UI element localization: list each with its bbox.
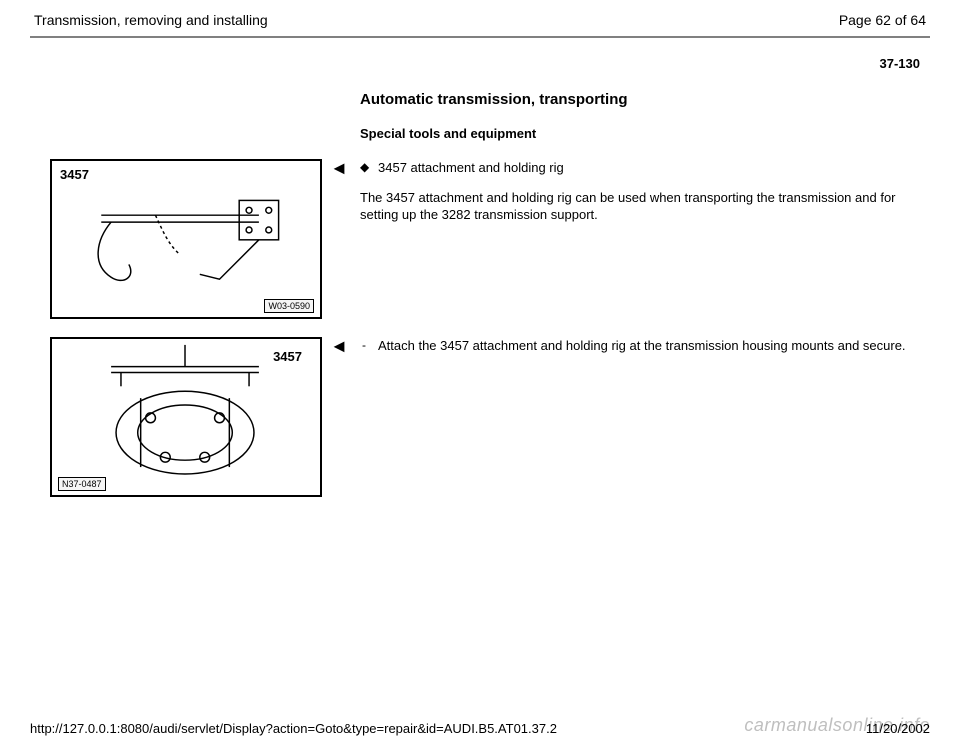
- page-header: Transmission, removing and installing Pa…: [30, 12, 930, 34]
- bullet-mark: ◆: [360, 159, 378, 176]
- page-root: Transmission, removing and installing Pa…: [0, 0, 960, 742]
- figure-1-sketch: [52, 161, 320, 319]
- arrow-icon: ◄: [322, 159, 352, 177]
- page-reference: 37-130: [30, 56, 930, 71]
- header-divider: [30, 36, 930, 38]
- arrow-icon: ◄: [322, 337, 352, 355]
- bullet-row-1: ◆ 3457 attachment and holding rig: [360, 159, 910, 177]
- bullet-text: 3457 attachment and holding rig: [378, 159, 910, 177]
- section-title: Automatic transmission, transporting: [360, 91, 930, 108]
- figure-1-code: W03-0590: [264, 299, 314, 313]
- doc-title: Transmission, removing and installing: [34, 12, 268, 28]
- subsection-title: Special tools and equipment: [360, 126, 930, 141]
- content-block-1: 3457 W03-0590 ◄: [30, 159, 930, 319]
- figure-2-code: N37-0487: [58, 477, 106, 491]
- figure-2-sketch: [52, 339, 320, 497]
- figure-2: 3457 N37-0487: [50, 337, 322, 497]
- page-number: Page 62 of 64: [839, 12, 926, 28]
- bullet-text-2: Attach the 3457 attachment and holding r…: [378, 337, 910, 355]
- dash-mark: -: [360, 337, 378, 354]
- page-footer: http://127.0.0.1:8080/audi/servlet/Displ…: [0, 721, 960, 736]
- paragraph-1: The 3457 attachment and holding rig can …: [360, 189, 910, 224]
- content-block-2: 3457 N37-0487 ◄: [30, 337, 930, 497]
- bullet-row-2: - Attach the 3457 attachment and holding…: [360, 337, 910, 355]
- text-col-2: - Attach the 3457 attachment and holding…: [352, 337, 930, 367]
- text-col-1: ◆ 3457 attachment and holding rig The 34…: [352, 159, 930, 234]
- footer-url: http://127.0.0.1:8080/audi/servlet/Displ…: [30, 721, 557, 736]
- footer-date: 11/20/2002: [866, 721, 930, 736]
- figure-1: 3457 W03-0590: [50, 159, 322, 319]
